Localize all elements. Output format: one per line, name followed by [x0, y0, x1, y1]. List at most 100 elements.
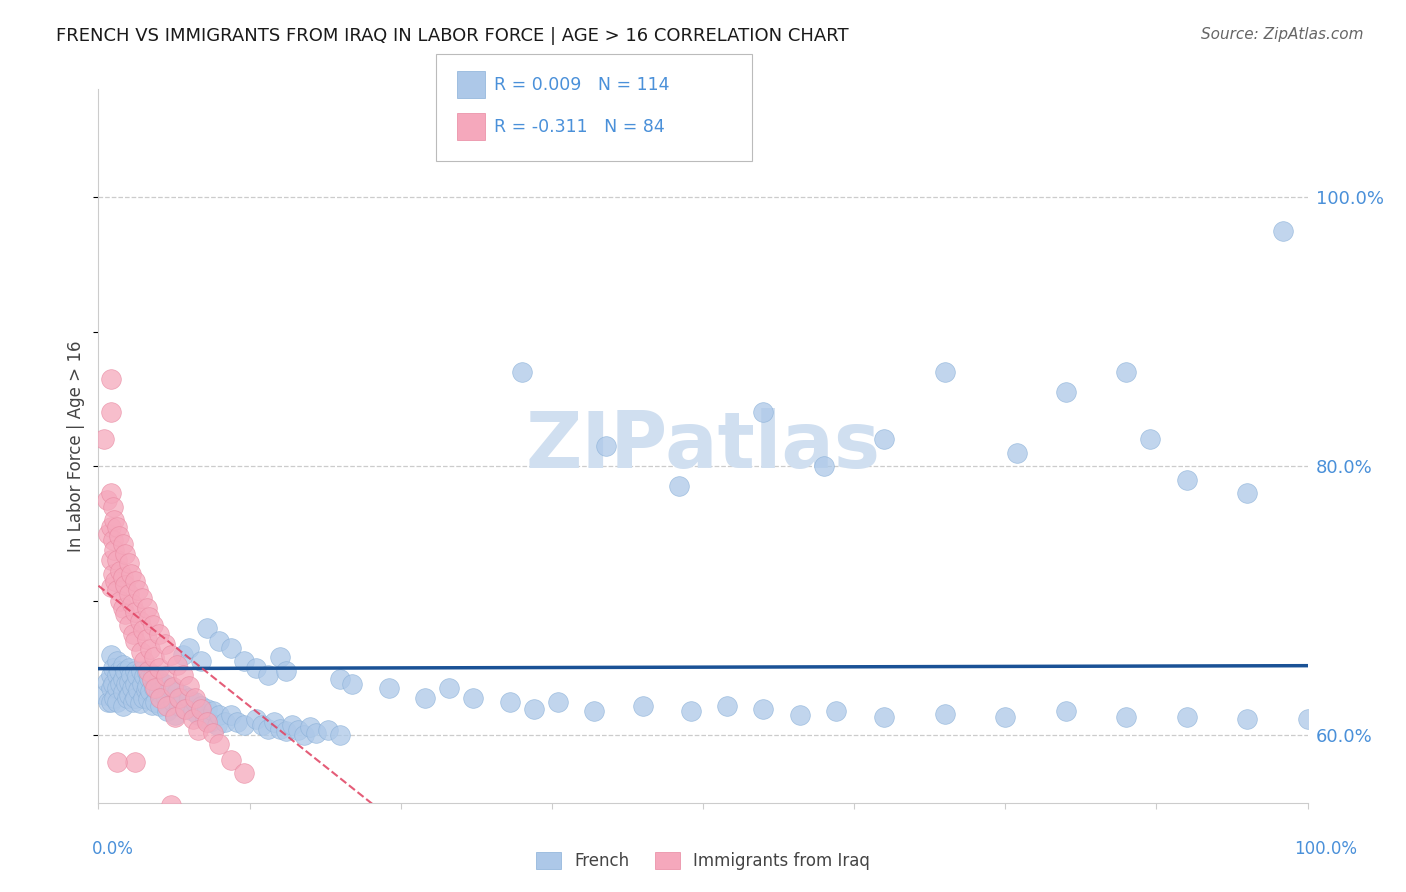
Point	[100, 695, 122, 709]
Point	[994, 709, 1017, 723]
Point	[1272, 223, 1295, 237]
Point	[162, 680, 184, 694]
Point	[583, 704, 606, 718]
Point	[1175, 709, 1198, 723]
Point	[143, 681, 166, 696]
Point	[155, 690, 177, 705]
Point	[166, 685, 188, 699]
Point	[523, 701, 546, 715]
Point	[124, 756, 146, 770]
Point	[111, 685, 134, 699]
Point	[232, 766, 254, 780]
Point	[100, 553, 122, 567]
Point	[111, 600, 134, 615]
Point	[100, 668, 122, 682]
Point	[316, 723, 339, 737]
Point	[281, 717, 304, 731]
Point	[873, 432, 896, 446]
Point	[195, 701, 218, 715]
Point	[142, 668, 165, 682]
Point	[205, 717, 228, 731]
Point	[108, 594, 131, 608]
Point	[100, 372, 122, 386]
Point	[245, 712, 267, 726]
Point	[184, 695, 207, 709]
Point	[934, 365, 956, 379]
Point	[166, 658, 188, 673]
Point	[153, 677, 176, 691]
Point	[194, 712, 217, 726]
Point	[103, 690, 125, 705]
Text: 100.0%: 100.0%	[1294, 840, 1357, 858]
Point	[1115, 365, 1137, 379]
Point	[160, 648, 183, 662]
Text: R = 0.009   N = 114: R = 0.009 N = 114	[494, 76, 669, 94]
Point	[108, 529, 131, 543]
Point	[101, 500, 124, 514]
Point	[934, 706, 956, 721]
Point	[413, 690, 436, 705]
Point	[129, 664, 152, 678]
Point	[111, 672, 134, 686]
Point	[1236, 712, 1258, 726]
Point	[100, 486, 122, 500]
Point	[155, 669, 177, 683]
Point	[1139, 432, 1161, 446]
Point	[127, 583, 149, 598]
Point	[105, 681, 128, 696]
Point	[198, 714, 221, 729]
Point	[120, 668, 142, 682]
Point	[232, 655, 254, 669]
Point	[143, 650, 166, 665]
Point	[114, 547, 136, 561]
Point	[100, 405, 122, 419]
Point	[103, 542, 125, 557]
Point	[127, 669, 149, 683]
Point	[190, 655, 212, 669]
Point	[118, 587, 141, 601]
Point	[143, 681, 166, 696]
Point	[132, 624, 155, 638]
Point	[190, 701, 212, 715]
Point	[202, 704, 225, 718]
Point	[172, 668, 194, 682]
Point	[124, 605, 146, 619]
Point	[148, 685, 170, 699]
Point	[118, 556, 141, 570]
Point	[179, 679, 201, 693]
Y-axis label: In Labor Force | Age > 16: In Labor Force | Age > 16	[67, 340, 86, 552]
Point	[1115, 709, 1137, 723]
Point	[208, 708, 231, 723]
Point	[134, 655, 156, 669]
Point	[172, 648, 194, 662]
Point	[221, 640, 243, 655]
Point	[105, 553, 128, 567]
Point	[179, 690, 201, 705]
Point	[181, 712, 204, 726]
Point	[1054, 704, 1077, 718]
Point	[510, 365, 533, 379]
Point	[135, 665, 157, 680]
Point	[269, 722, 291, 736]
Point	[135, 679, 157, 693]
Point	[269, 650, 291, 665]
Point	[342, 677, 364, 691]
Point	[136, 692, 159, 706]
Point	[104, 574, 127, 588]
Point	[142, 618, 165, 632]
Point	[111, 698, 134, 713]
Point	[329, 672, 352, 686]
Point	[124, 677, 146, 691]
Point	[131, 677, 153, 691]
Point	[96, 492, 118, 507]
Point	[221, 708, 243, 723]
Point	[181, 704, 204, 718]
Point	[1054, 385, 1077, 400]
Point	[825, 704, 848, 718]
Point	[121, 597, 143, 611]
Point	[149, 698, 172, 713]
Point	[105, 520, 128, 534]
Legend: French, Immigrants from Iraq: French, Immigrants from Iraq	[530, 845, 876, 877]
Point	[93, 688, 115, 702]
Point	[117, 690, 139, 705]
